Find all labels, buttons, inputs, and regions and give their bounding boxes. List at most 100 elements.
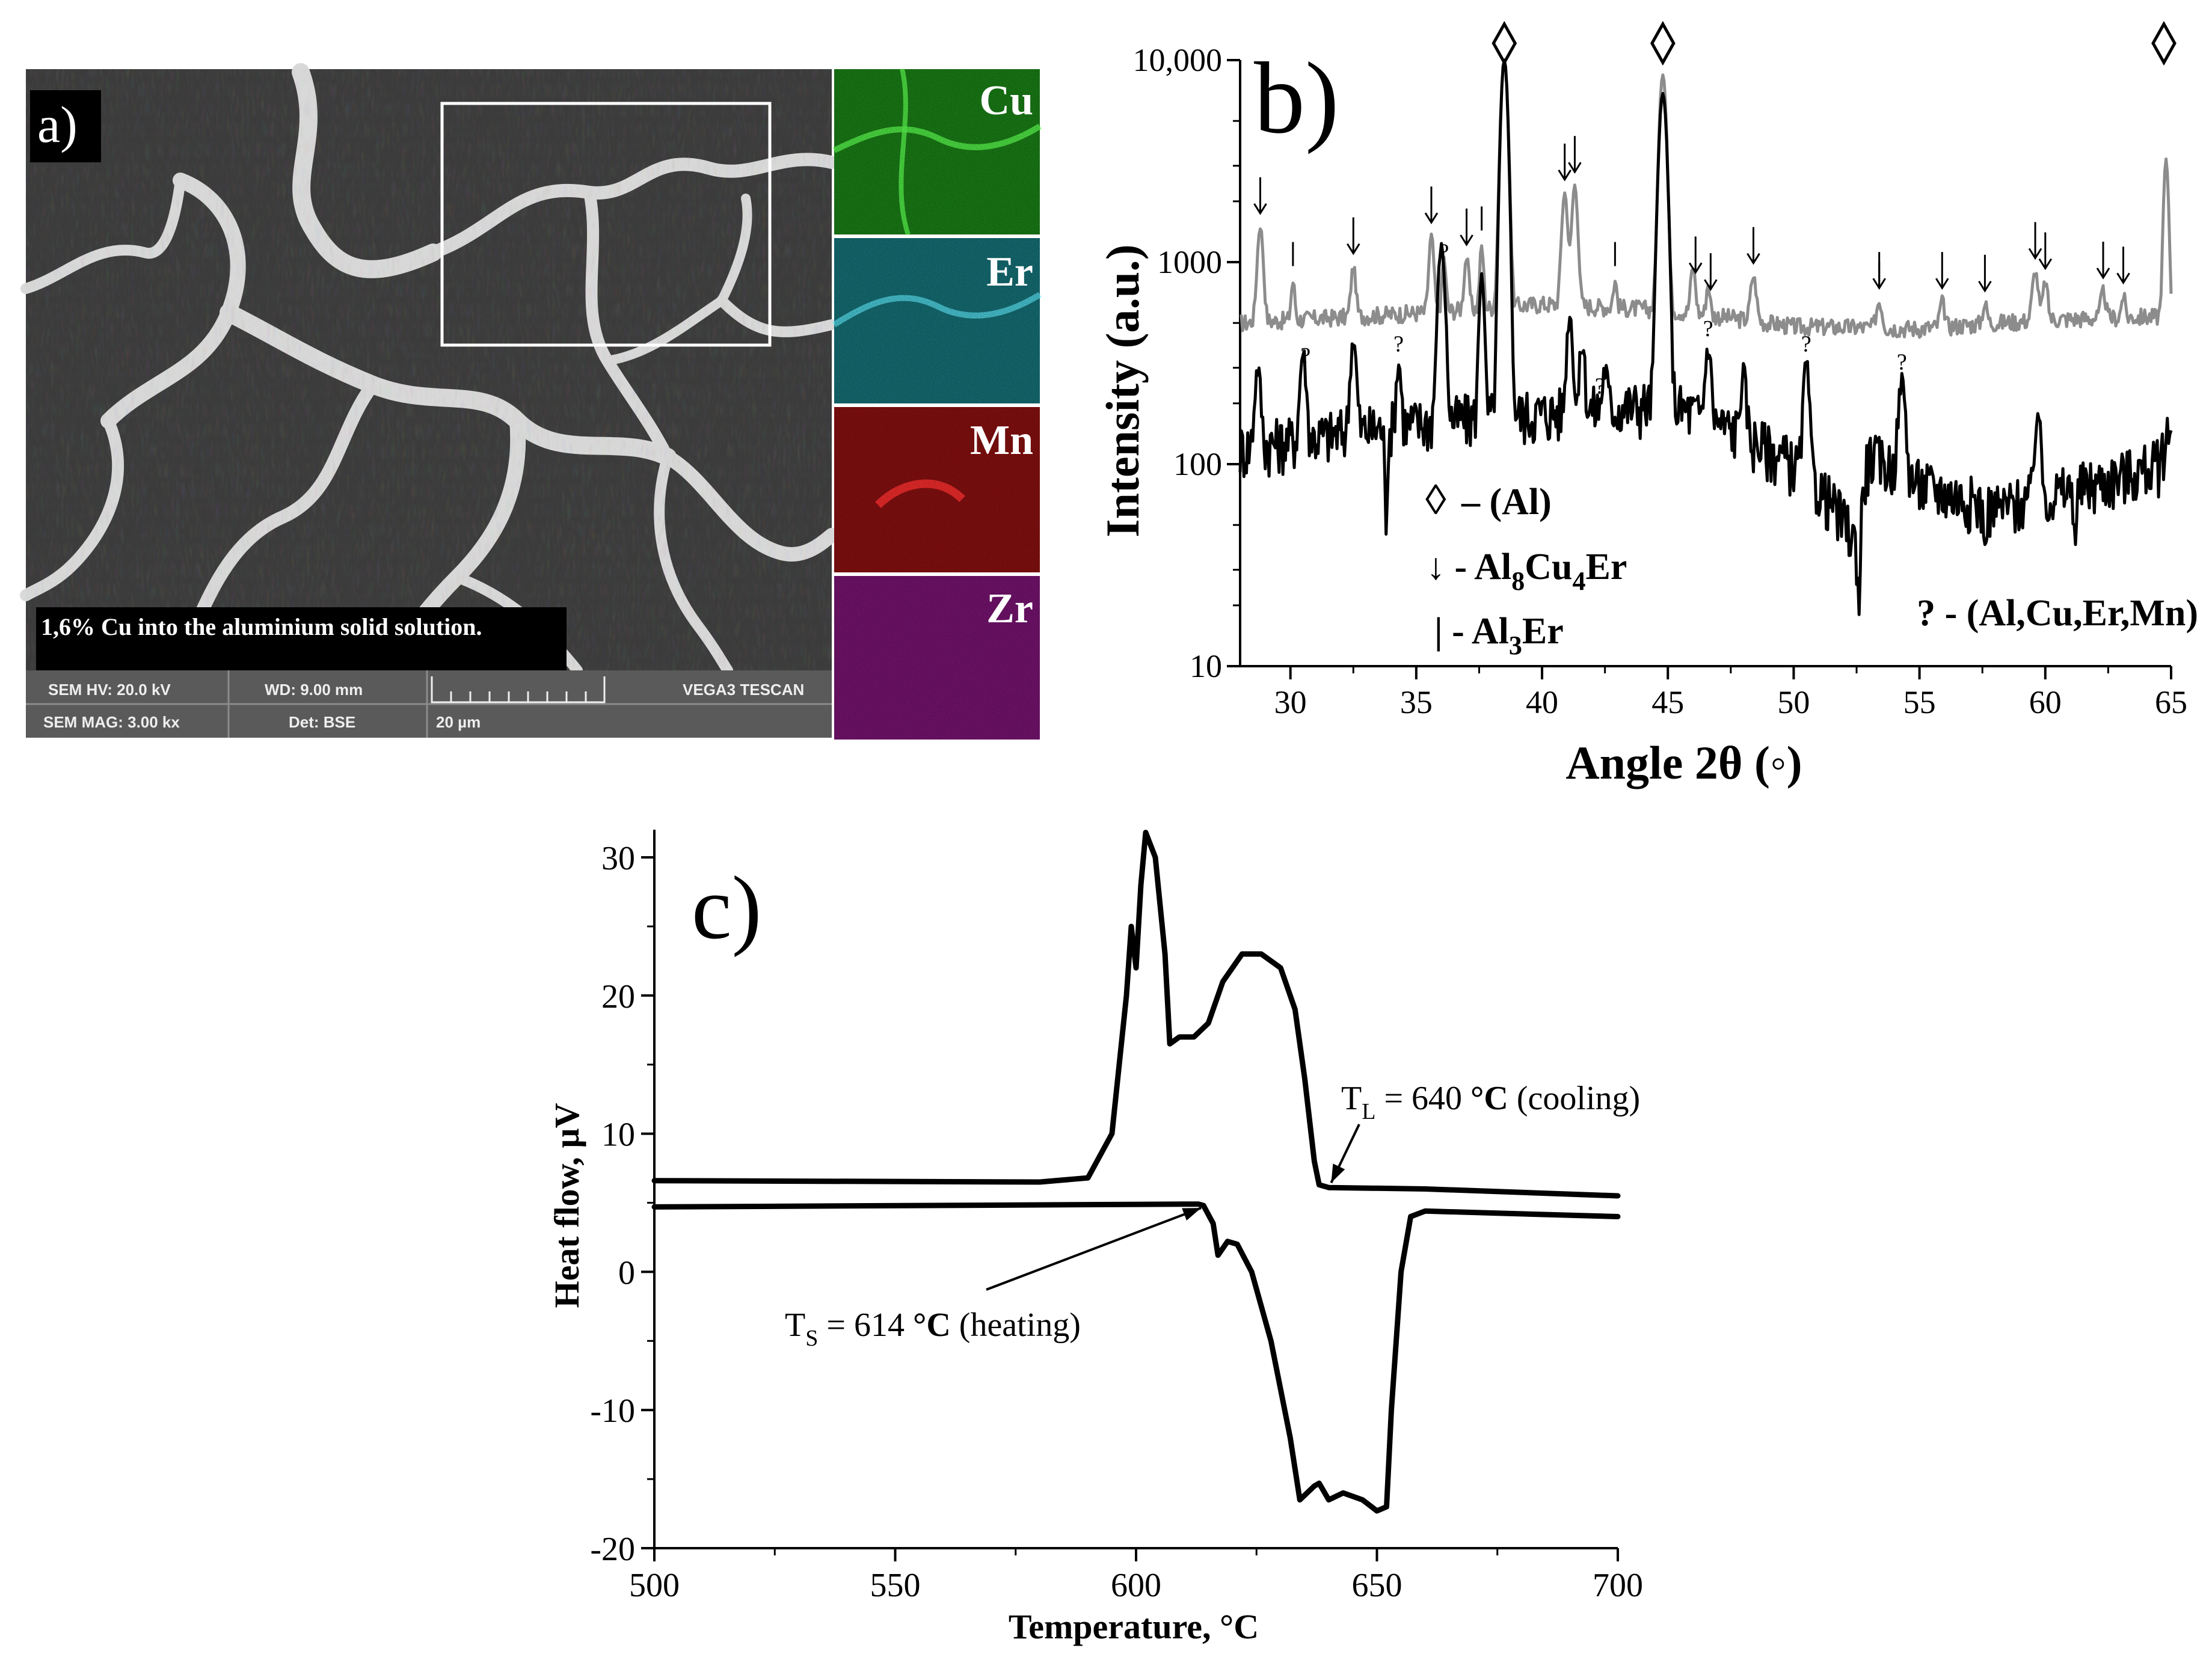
xrd-y-axis-title: Intensity (a.u.) (1096, 244, 1149, 538)
xrd-x-tick-label: 35 (1400, 684, 1433, 720)
tl-sub: L (1362, 1099, 1375, 1124)
eds-label-zr: Zr (986, 586, 1033, 632)
dsc-x-tick-label: 500 (629, 1567, 680, 1604)
dsc-annotation-tl: TL = 640 °C (cooling) (1330, 1080, 1640, 1184)
panel-a-label: a) (37, 96, 78, 153)
panel-c-label: c) (692, 858, 762, 958)
xrd-al8cu4er-arrowhead (1568, 162, 1582, 174)
xrd-unknown-marker: ? (1801, 331, 1811, 357)
dsc-series-cooling (651, 830, 1621, 1199)
panel-a-sem: a) 1,6% Cu into the aluminium solid solu… (20, 63, 1042, 740)
sem-footer-bar: SEM HV: 20.0 kV WD: 9.00 mm VEGA3 TESCAN… (26, 670, 832, 738)
xrd-al8cu4er-arrowhead (1935, 278, 1949, 290)
tl-text: = 640 (1375, 1080, 1470, 1117)
sem-caption-box (36, 607, 567, 672)
sem-scale-label: 20 µm (436, 713, 481, 731)
sem-brand: VEGA3 TESCAN (683, 681, 804, 699)
ts-sub: S (805, 1326, 818, 1351)
xrd-al8cu4er-arrowhead (1704, 279, 1718, 291)
xrd-y-tick-label: 10 (1190, 648, 1222, 684)
sem-wd: WD: 9.00 mm (265, 681, 363, 699)
xrd-y-tick-label: 100 (1173, 446, 1222, 482)
xrd-al8cu4er-arrowhead (1253, 203, 1267, 215)
xrd-series (1238, 58, 2173, 616)
xrd-series-black (1238, 58, 2173, 616)
sem-det: Det: BSE (289, 713, 355, 731)
sem-scale-bar (431, 676, 606, 703)
xrd-x-tick-label: 55 (1903, 684, 1936, 720)
eds-label-er: Er (986, 249, 1033, 295)
sem-caption: 1,6% Cu into the aluminium solid solutio… (41, 613, 482, 640)
xrd-x-tick-label: 40 (1526, 684, 1558, 720)
legend-al3-prefix: - Al (1452, 611, 1509, 652)
xrd-axes: 30 35 40 45 50 55 60 65 10 100 1000 10,000 (1133, 42, 2188, 720)
xrd-peak-markers: ??????? (1253, 20, 2177, 399)
xrd-x-axis-title: Angle 2θ (◦) (1565, 737, 1802, 789)
xrd-al8cu4er-arrowhead (1747, 253, 1760, 265)
dsc-annotation-ts: TS = 614 °C (heating) (785, 1207, 1202, 1351)
dsc-series (651, 830, 1621, 1514)
xrd-al-diamond (1650, 20, 1676, 66)
panel-a-label-box (30, 90, 101, 162)
xrd-al8cu4er-arrowhead (2028, 248, 2042, 260)
legend-al3-sub: 3 (1509, 631, 1522, 660)
xrd-x-tick-label: 60 (2029, 684, 2062, 720)
legend-al8cu4er: ↓ - Al8Cu4Er (1427, 547, 1627, 596)
xrd-x-tick-label: 30 (1274, 684, 1307, 720)
dsc-x-axis-title: Temperature, °C (1009, 1607, 1259, 1646)
xrd-unknown-marker: ? (1393, 331, 1404, 357)
eds-map-zr: Zr (834, 576, 1040, 740)
panel-c-dsc-chart: c) 500 550 600 650 700 -20 -10 0 10 20 30 Temperat… (547, 830, 1643, 1646)
dsc-y-tick-label: -20 (590, 1531, 635, 1568)
xrd-al8cu4er-arrowhead (1424, 212, 1439, 225)
tl-label: TL = 640 °C (cooling) (1341, 1080, 1640, 1124)
xrd-unknown-marker: ? (1439, 239, 1449, 265)
legend-al-text: – (Al) (1461, 482, 1552, 522)
xrd-al8cu4er-arrowhead (1558, 170, 1571, 182)
tl-prefix: T (1341, 1080, 1362, 1117)
dsc-y-tick-label: 0 (618, 1254, 635, 1291)
xrd-unknown-marker: ? (1897, 350, 1907, 375)
dsc-x-tick-label: 700 (1593, 1567, 1643, 1604)
legend-al8-end: Er (1586, 547, 1627, 587)
xrd-series-gray (1240, 58, 2173, 339)
xrd-al-diamond (1492, 20, 1517, 66)
dsc-axes: 500 550 600 650 700 -20 -10 0 10 20 30 (590, 830, 1643, 1604)
eds-label-cu: Cu (980, 78, 1033, 124)
xrd-al8cu4er-arrowhead (1460, 234, 1473, 247)
xrd-al8cu4er-arrowhead (2096, 268, 2110, 280)
ts-label: TS = 614 °C (heating) (785, 1306, 1081, 1351)
dsc-x-tick-label: 600 (1111, 1567, 1161, 1604)
dsc-y-axis-title: Heat flow, µV (547, 1103, 586, 1308)
ts-prefix: T (785, 1306, 805, 1344)
panel-b-label: b) (1254, 41, 1339, 155)
xrd-legend: ◊ – (Al) ↓ - Al8Cu4Er | - Al3Er ? - (Al,… (1425, 477, 2198, 660)
dsc-x-tick-label: 550 (870, 1567, 921, 1604)
dsc-series-heating (651, 1201, 1621, 1514)
sem-selection-frame (440, 102, 772, 347)
legend-al8-symbol: ↓ (1427, 547, 1445, 587)
sem-eutectic-texture (26, 69, 832, 670)
xrd-unknown-marker: ? (1595, 374, 1605, 399)
xrd-unknown-marker: ? (1300, 343, 1310, 369)
ts-rest: (heating) (951, 1306, 1081, 1344)
legend-al8-sub1: 8 (1511, 566, 1525, 596)
xrd-al8cu4er-arrowhead (2038, 258, 2053, 271)
panel-b-xrd-chart: b) 30 35 40 45 50 55 60 65 10 100 1000 10,000 ?????… (1096, 20, 2198, 789)
xrd-al8cu4er-arrowhead (1978, 280, 1992, 293)
eds-map-mn: Mn (834, 407, 1040, 572)
eds-map-er: Er (832, 238, 1042, 403)
eds-map-cu: Cu (832, 69, 1042, 236)
dsc-x-tick-label: 650 (1352, 1567, 1402, 1604)
legend-al8-sub2: 4 (1573, 566, 1586, 596)
dsc-y-tick-label: 10 (601, 1116, 635, 1154)
xrd-al-diamond (2151, 20, 2177, 66)
tl-arrowhead (1331, 1163, 1345, 1183)
xrd-y-tick-label: 1000 (1157, 244, 1222, 280)
legend-al8-mid: Cu (1525, 547, 1572, 587)
legend-al-symbol: ◊ (1425, 477, 1446, 524)
dsc-y-tick-label: 30 (601, 840, 635, 877)
xrd-y-tick-label: 10,000 (1133, 42, 1223, 78)
legend-al3er: | - Al3Er (1434, 611, 1564, 660)
tl-rest: (cooling) (1508, 1080, 1640, 1117)
